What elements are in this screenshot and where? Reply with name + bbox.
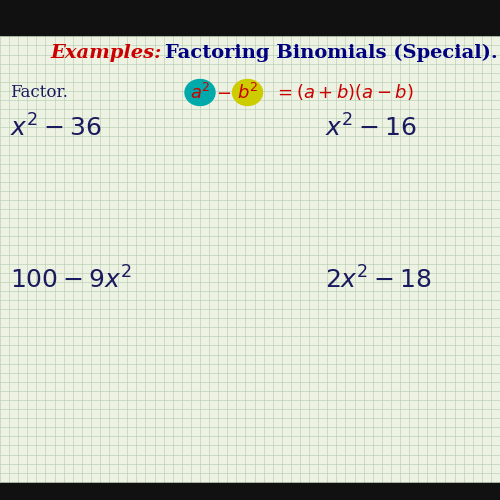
Text: $100 - 9x^2$: $100 - 9x^2$ (10, 266, 132, 293)
Text: $2x^2 - 18$: $2x^2 - 18$ (325, 266, 432, 293)
Text: $x^2 - 16$: $x^2 - 16$ (325, 114, 416, 141)
Text: Factor.: Factor. (10, 84, 68, 101)
Text: Factoring Binomials (Special).: Factoring Binomials (Special). (165, 44, 498, 62)
Ellipse shape (185, 80, 215, 106)
Text: $b^2$: $b^2$ (236, 82, 258, 102)
Bar (0, 482, 500, 500)
Bar (0, 0, 500, 35)
Text: $-$: $-$ (216, 84, 232, 102)
Text: $= (a + b)(a - b)$: $= (a + b)(a - b)$ (274, 82, 413, 102)
Ellipse shape (232, 80, 262, 106)
Text: Examples:: Examples: (50, 44, 162, 62)
Text: $x^2 - 36$: $x^2 - 36$ (10, 114, 102, 141)
Text: $a^2$: $a^2$ (190, 82, 210, 102)
